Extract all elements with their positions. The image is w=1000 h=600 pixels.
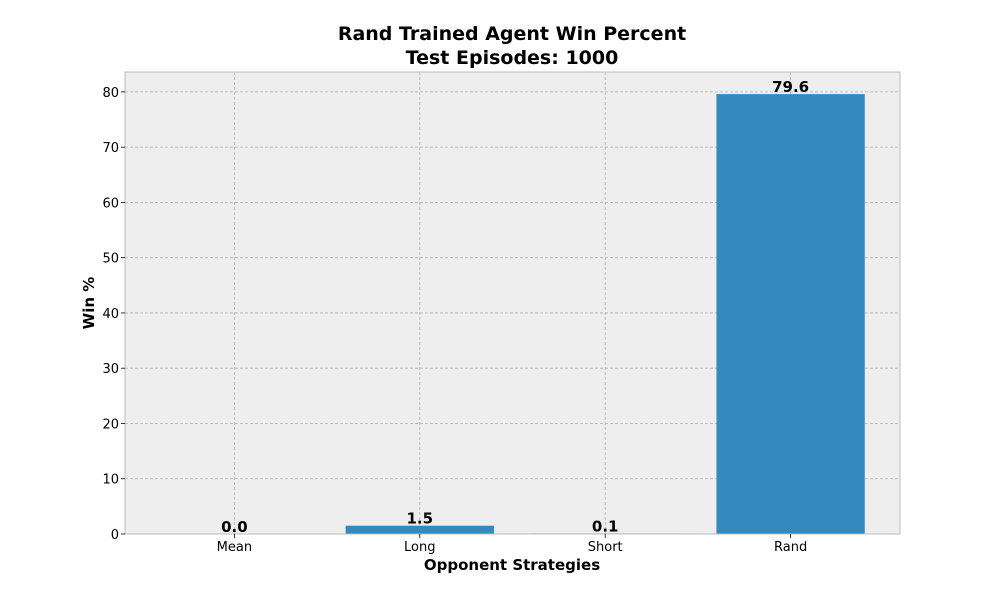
x-axis-ticks: Mean Long Short Rand xyxy=(217,534,807,555)
y-axis-label: Win % xyxy=(80,277,98,330)
data-label-short: 0.1 xyxy=(592,517,619,535)
y-tick-label: 80 xyxy=(102,86,119,101)
bar-rand xyxy=(716,94,865,535)
x-tick-label: Short xyxy=(588,540,623,555)
data-labels: 0.0 1.5 0.1 79.6 xyxy=(221,78,809,536)
y-tick-label: 60 xyxy=(102,196,119,211)
bars xyxy=(345,94,865,535)
y-tick-label: 40 xyxy=(102,307,119,322)
y-tick-label: 30 xyxy=(102,362,119,377)
x-tick-label: Mean xyxy=(217,540,252,555)
x-tick-label: Long xyxy=(404,540,435,555)
y-tick-label: 70 xyxy=(102,141,119,156)
y-tick-label: 10 xyxy=(102,473,119,488)
chart-title: Rand Trained Agent Win Percent xyxy=(338,23,686,45)
y-tick-label: 50 xyxy=(102,252,119,267)
y-axis-ticks: 0 10 20 30 40 50 60 70 80 xyxy=(102,86,125,543)
y-tick-label: 20 xyxy=(102,417,119,432)
data-label-mean: 0.0 xyxy=(221,518,248,536)
data-label-long: 1.5 xyxy=(407,510,434,528)
x-tick-label: Rand xyxy=(774,540,807,555)
bar-long xyxy=(345,525,494,534)
plot-border xyxy=(124,71,901,535)
data-label-rand: 79.6 xyxy=(772,78,809,96)
y-tick-label: 0 xyxy=(111,528,119,543)
x-axis-label: Opponent Strategies xyxy=(424,556,600,574)
chart-subtitle: Test Episodes: 1000 xyxy=(406,47,619,69)
